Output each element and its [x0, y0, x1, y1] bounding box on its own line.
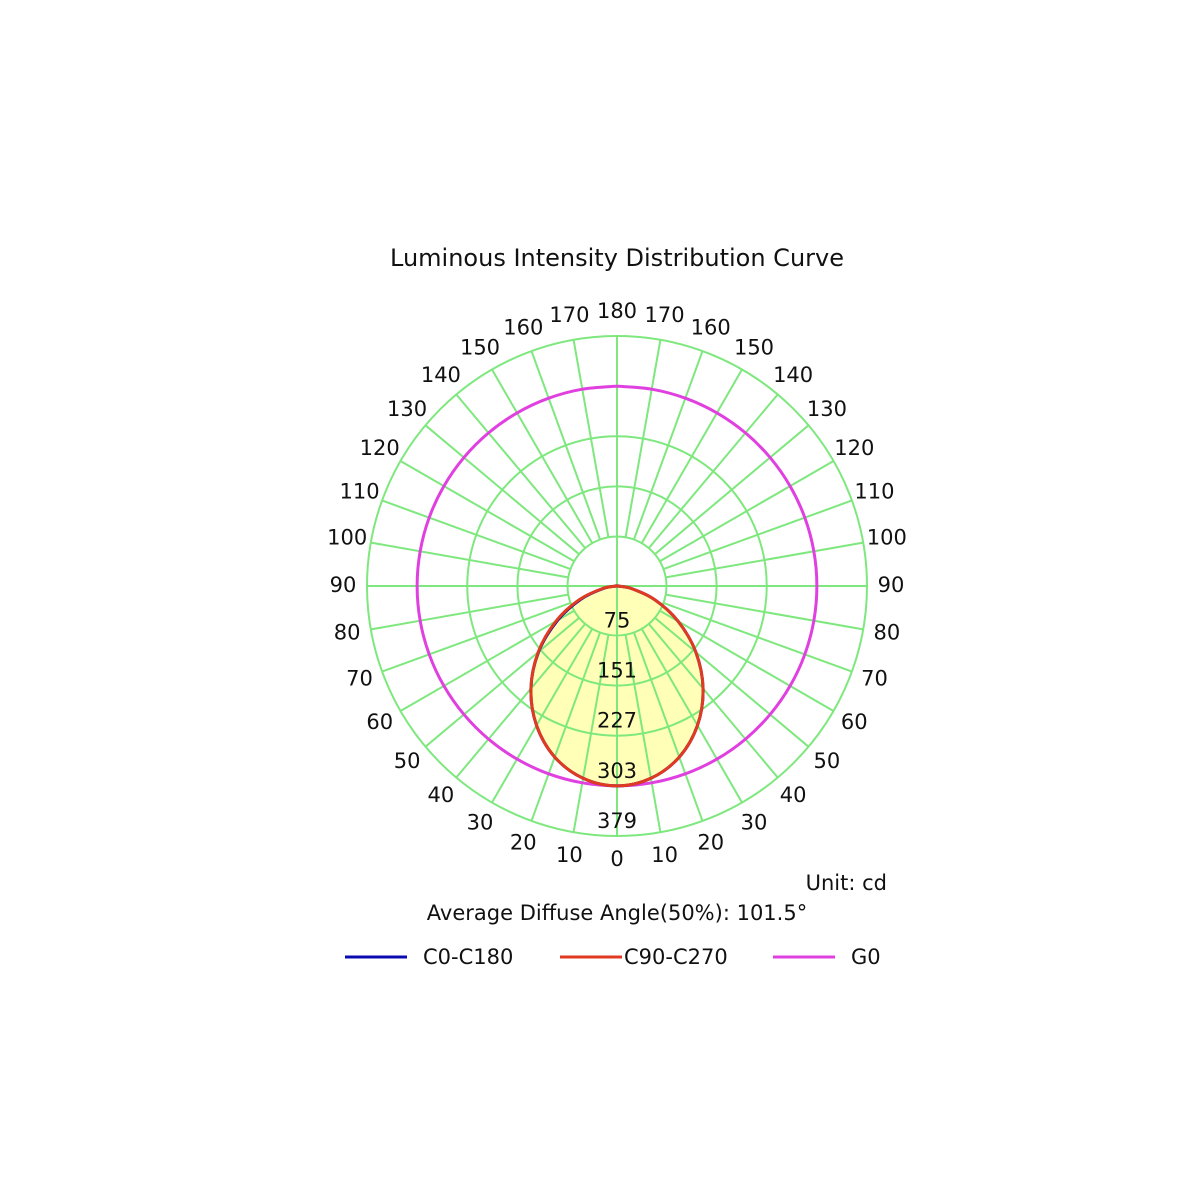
- grid-spoke: [648, 393, 779, 549]
- angle-tick-label: 150: [734, 336, 774, 360]
- angle-tick-label: 20: [510, 830, 537, 854]
- grid-spoke: [665, 593, 864, 631]
- angle-tick-label: 100: [327, 525, 367, 549]
- grid-spoke: [491, 368, 594, 544]
- grid-spoke: [530, 350, 602, 540]
- radial-tick-label: 75: [604, 608, 631, 632]
- grid-spoke: [663, 499, 853, 571]
- grid-spoke: [455, 623, 586, 779]
- angle-tick-label: 170: [549, 303, 589, 327]
- angle-tick-label: 70: [346, 667, 373, 691]
- angle-tick-label: 90: [330, 573, 357, 597]
- angle-tick-label: 40: [428, 783, 455, 807]
- angle-tick-label: 100: [867, 525, 907, 549]
- angle-tick-label: 70: [861, 667, 888, 691]
- grid-spoke: [665, 541, 864, 579]
- angle-tick-label: 140: [773, 363, 813, 387]
- angle-tick-label: 160: [691, 316, 731, 340]
- grid-spoke: [399, 460, 575, 563]
- angle-tick-label: 30: [741, 810, 768, 834]
- legend-label: G0: [851, 945, 881, 969]
- grid-spoke: [381, 601, 571, 673]
- angle-tick-label: 10: [651, 843, 678, 867]
- legend-label: C90-C270: [624, 945, 728, 969]
- radial-tick-label: 303: [597, 759, 637, 783]
- radial-tick-label: 151: [597, 659, 637, 683]
- angle-tick-label: 180: [597, 299, 637, 323]
- grid-spoke: [654, 617, 810, 748]
- angle-tick-label: 60: [366, 710, 393, 734]
- angle-tick-label: 150: [460, 336, 500, 360]
- grid-spoke: [399, 609, 575, 712]
- angle-tick-label: 140: [421, 363, 461, 387]
- grid-spoke: [624, 634, 662, 833]
- grid-spoke: [572, 634, 610, 833]
- grid-spoke: [491, 628, 594, 804]
- unit-label: Unit: cd: [806, 871, 887, 895]
- angle-tick-label: 120: [360, 436, 400, 460]
- angle-tick-label: 30: [467, 810, 494, 834]
- grid-spoke: [659, 460, 835, 563]
- grid-spoke: [624, 339, 662, 538]
- angle-tick-label: 60: [841, 710, 868, 734]
- angle-tick-label: 160: [503, 316, 543, 340]
- angle-tick-label: 40: [780, 783, 807, 807]
- grid-spoke: [632, 350, 704, 540]
- grid-spoke: [424, 424, 580, 555]
- angle-tick-label: 50: [394, 749, 421, 773]
- grid-spoke: [530, 632, 602, 822]
- grid-spoke: [640, 628, 743, 804]
- angle-tick-label: 110: [339, 479, 379, 503]
- angle-tick-label: 130: [387, 397, 427, 421]
- chart-title: Luminous Intensity Distribution Curve: [390, 244, 844, 272]
- grid-spoke: [381, 499, 571, 571]
- angle-tick-label: 50: [814, 749, 841, 773]
- radial-tick-label: 227: [597, 709, 637, 733]
- angle-tick-label: 80: [873, 621, 900, 645]
- legend-label: C0-C180: [423, 945, 513, 969]
- grid-spoke: [424, 617, 580, 748]
- angle-tick-label: 10: [556, 843, 583, 867]
- grid-spoke: [455, 393, 586, 549]
- grid-spoke: [659, 609, 835, 712]
- annotation: Average Diffuse Angle(50%): 101.5°: [427, 901, 807, 925]
- angle-tick-label: 120: [834, 436, 874, 460]
- grid-spoke: [572, 339, 610, 538]
- radial-tick-label: 379: [597, 809, 637, 833]
- grid-spoke: [632, 632, 704, 822]
- angle-tick-label: 20: [697, 830, 724, 854]
- grid-spoke: [663, 601, 853, 673]
- angle-tick-label: 0: [610, 847, 623, 871]
- grid-spoke: [370, 541, 569, 579]
- grid-spoke: [370, 593, 569, 631]
- angle-tick-label: 110: [854, 479, 894, 503]
- angle-tick-label: 170: [645, 303, 685, 327]
- angle-tick-label: 80: [334, 621, 361, 645]
- series-curve: [529, 584, 705, 788]
- angle-tick-label: 90: [878, 573, 905, 597]
- angle-tick-label: 130: [807, 397, 847, 421]
- grid-spoke: [640, 368, 743, 544]
- grid-spoke: [654, 424, 810, 555]
- grid-spoke: [648, 623, 779, 779]
